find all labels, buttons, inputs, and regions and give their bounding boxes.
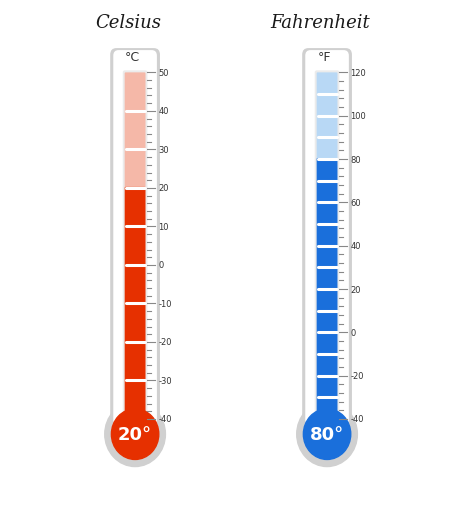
Text: 0: 0 <box>158 261 164 270</box>
Text: Celsius: Celsius <box>95 14 161 32</box>
Text: -40: -40 <box>350 415 364 424</box>
FancyBboxPatch shape <box>305 51 349 426</box>
Text: 40: 40 <box>350 242 361 250</box>
Text: Fahrenheit: Fahrenheit <box>270 14 370 32</box>
FancyBboxPatch shape <box>302 49 352 428</box>
FancyBboxPatch shape <box>317 73 337 161</box>
FancyBboxPatch shape <box>125 187 146 420</box>
Text: 80°: 80° <box>310 425 344 443</box>
FancyBboxPatch shape <box>317 159 337 420</box>
Text: 60: 60 <box>350 198 361 208</box>
Circle shape <box>105 402 165 467</box>
Text: -10: -10 <box>158 299 172 309</box>
FancyBboxPatch shape <box>110 49 160 428</box>
Text: 0: 0 <box>350 328 356 337</box>
FancyBboxPatch shape <box>123 71 147 421</box>
FancyBboxPatch shape <box>113 51 157 426</box>
Text: 40: 40 <box>158 107 169 116</box>
Text: 50: 50 <box>158 69 169 78</box>
Text: -20: -20 <box>350 371 364 380</box>
Text: °F: °F <box>318 51 331 64</box>
Text: °C: °C <box>125 51 140 64</box>
FancyBboxPatch shape <box>315 71 339 421</box>
Text: -30: -30 <box>158 376 172 385</box>
Text: 10: 10 <box>158 223 169 231</box>
Text: 100: 100 <box>350 112 366 121</box>
Circle shape <box>111 409 159 460</box>
Circle shape <box>297 402 357 467</box>
Text: 20: 20 <box>350 285 361 294</box>
Text: 20°: 20° <box>118 425 152 443</box>
Text: 20: 20 <box>158 184 169 193</box>
Text: -40: -40 <box>158 415 172 424</box>
Circle shape <box>303 409 351 460</box>
Text: 30: 30 <box>158 145 169 155</box>
Text: 80: 80 <box>350 155 361 164</box>
Text: 120: 120 <box>350 69 366 78</box>
Text: -20: -20 <box>158 338 172 347</box>
FancyBboxPatch shape <box>125 73 146 189</box>
